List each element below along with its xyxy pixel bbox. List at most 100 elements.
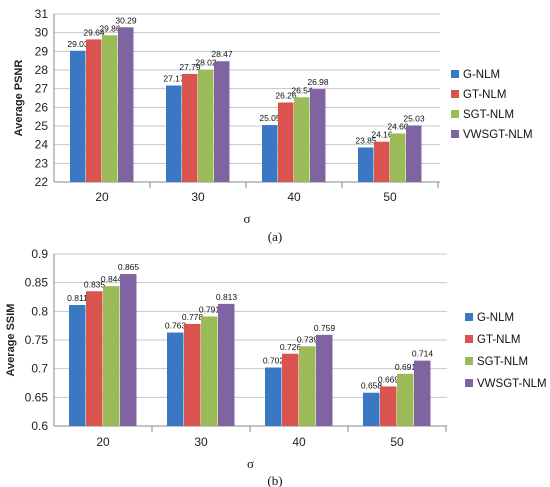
bar-g-nlm [363,392,380,426]
legend-swatch [451,90,459,98]
x-tick-label: 30 [191,190,205,204]
data-label: 24.16 [371,130,393,140]
data-label: 27.17 [163,73,185,83]
bar-g-nlm [166,85,182,182]
y-tick-label: 0.65 [25,390,49,404]
data-label: 0.763 [165,321,187,331]
data-label: 26.54 [291,85,313,95]
y-tick-label: 27 [35,82,49,96]
bar-sgt-nlm [103,286,120,426]
bar-gt-nlm [282,353,299,426]
figure-caption: (b) [267,473,282,487]
y-tick-label: 22 [35,175,49,189]
bar-gt-nlm [184,323,201,426]
bar-gt-nlm [278,102,294,182]
legend-label: GT-NLM [477,334,520,346]
legend-label: G-NLM [477,312,514,324]
data-label: 0.739 [297,334,319,344]
data-label: 26.98 [307,77,329,87]
x-axis-title: σ [247,456,254,471]
x-tick-label: 50 [390,435,404,449]
data-label: 0.702 [263,356,285,366]
bar-g-nlm [167,332,184,426]
bar-gt-nlm [380,386,397,426]
data-label: 29.03 [67,39,89,49]
data-label: 27.79 [179,62,201,72]
bar-g-nlm [265,367,282,426]
legend-swatch [451,70,459,78]
y-tick-label: 29 [35,44,49,58]
legend-label: GT-NLM [463,89,506,101]
data-label: 0.811 [67,293,88,303]
data-label: 0.778 [182,312,204,322]
data-label: 0.844 [101,274,123,284]
legend-label: SGT-NLM [477,356,528,368]
data-label: 0.759 [314,323,336,333]
bar-sgt-nlm [299,346,316,426]
x-tick-label: 20 [95,190,109,204]
bar-sgt-nlm [201,316,218,426]
x-axis-title: σ [243,211,250,226]
y-tick-label: 0.8 [31,304,48,318]
x-tick-label: 30 [194,435,208,449]
data-label: 0.791 [199,304,221,314]
data-label: 26.26 [275,90,297,100]
bar-sgt-nlm [294,97,310,182]
data-label: 0.865 [118,262,140,272]
data-label: 28.47 [211,49,233,59]
bar-gt-nlm [374,141,390,182]
bar-vwsgt-nlm [118,27,134,183]
bar-sgt-nlm [102,35,118,182]
bar-vwsgt-nlm [406,125,422,182]
legend-swatch [465,357,473,365]
y-tick-label: 30 [35,26,49,40]
legend-swatch [465,335,473,343]
data-label: 0.658 [361,381,383,391]
x-tick-label: 40 [287,190,301,204]
y-axis-title: Average PSNR [13,60,25,137]
data-label: 28.02 [195,58,217,68]
bar-vwsgt-nlm [214,61,230,182]
y-tick-label: 0.7 [31,362,48,376]
y-tick-label: 31 [35,7,49,21]
bar-g-nlm [262,125,278,182]
y-axis-title: Average SSIM [5,304,17,377]
y-tick-label: 28 [35,63,49,77]
data-label: 25.03 [403,113,425,123]
y-tick-label: 24 [35,138,49,152]
data-label: 30.29 [115,15,137,25]
bar-sgt-nlm [198,69,214,182]
data-label: 0.669 [378,374,400,384]
legend-label: VWSGT-NLM [463,129,533,141]
data-label: 0.835 [84,279,106,289]
bar-vwsgt-nlm [316,334,333,426]
data-label: 0.691 [395,362,417,372]
data-label: 29.86 [99,23,121,33]
legend: G-NLM GT-NLM SGT-NLM VWSGT-NLM [451,69,533,141]
legend-swatch [451,110,459,118]
data-label: 0.813 [216,292,238,302]
bar-vwsgt-nlm [120,274,137,426]
data-label: 25.05 [259,113,281,123]
bar-gt-nlm [86,291,103,426]
bar-vwsgt-nlm [414,360,431,426]
chart-a-psnr: 22 23 24 25 26 27 28 29 30 31 29.03 29.6429.8630.29… [13,7,533,244]
bar-gt-nlm [86,39,102,183]
y-tick-label: 0.85 [25,276,49,290]
y-tick-label: 0.75 [25,333,49,347]
bar-sgt-nlm [397,373,414,426]
legend-swatch [465,379,473,387]
legend: G-NLM GT-NLM SGT-NLM VWSGT-NLM [465,312,547,390]
y-tick-label: 25 [35,119,49,133]
data-label: 23.85 [355,135,377,145]
figure-caption: (a) [268,229,282,244]
bar-vwsgt-nlm [310,89,326,182]
legend-label: VWSGT-NLM [477,378,547,390]
bar-sgt-nlm [390,133,406,182]
bar-gt-nlm [182,73,198,182]
data-label: 0.714 [412,349,434,359]
y-tick-label: 0.9 [31,247,48,261]
y-tick-label: 23 [35,156,49,170]
data-label: 29.64 [83,27,105,37]
